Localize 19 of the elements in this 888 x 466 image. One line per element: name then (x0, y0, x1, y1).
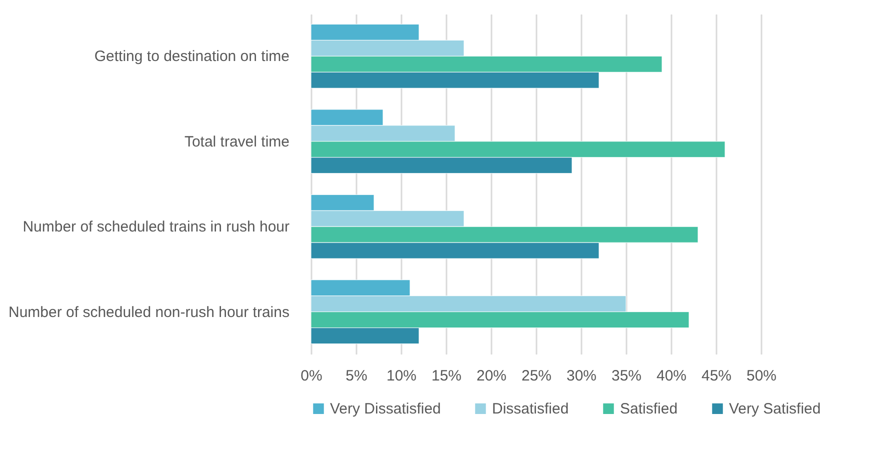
x-tick-label: 20% (476, 368, 507, 384)
x-tick-label: 45% (701, 368, 732, 384)
legend-label: Dissatisfied (492, 400, 569, 418)
y-tick-label: Number of scheduled trains in rush hour (22, 218, 290, 236)
x-tick-label: 25% (521, 368, 552, 384)
legend-label: Very Dissatisfied (330, 400, 441, 418)
x-tick-label: 0% (300, 368, 322, 384)
y-tick-label: Number of scheduled non-rush hour trains (8, 304, 290, 321)
x-tick-label: 40% (656, 368, 687, 384)
y-tick-label: Total travel time (184, 133, 290, 150)
y-tick-label: Getting to destination on time (94, 48, 290, 66)
x-tick-label: 10% (386, 368, 417, 384)
x-tick-label: 5% (346, 368, 368, 384)
legend-label: Very Satisfied (729, 400, 821, 418)
x-tick-label: 35% (611, 368, 642, 384)
x-tick-label: 30% (566, 368, 597, 384)
legend-label: Satisfied (620, 400, 678, 418)
x-tick-label: 50% (746, 368, 777, 384)
x-tick-label: 15% (431, 368, 462, 384)
